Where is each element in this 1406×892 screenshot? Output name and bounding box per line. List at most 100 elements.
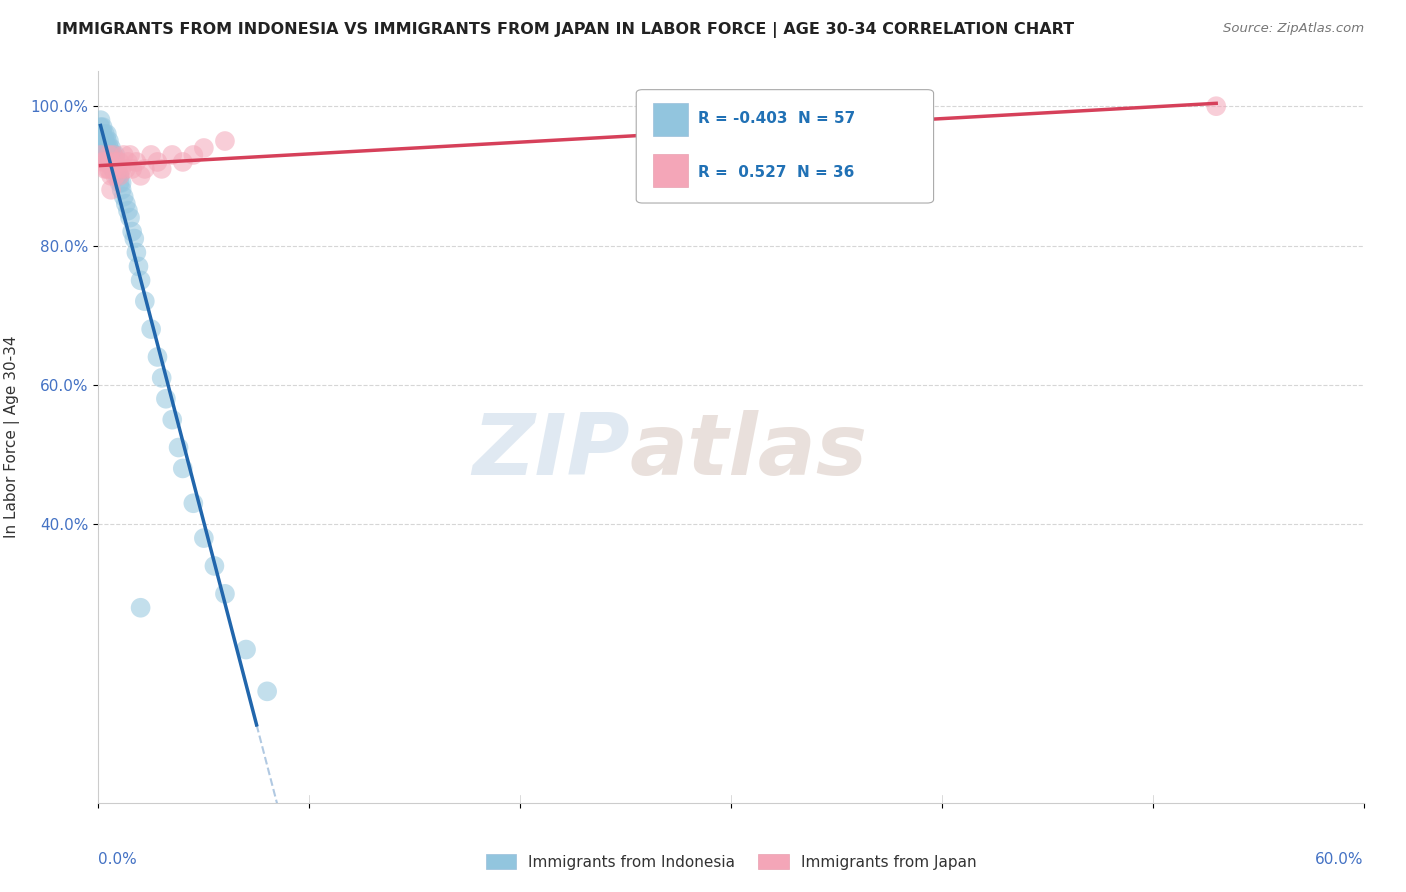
Point <box>150 161 173 176</box>
Text: ZIP: ZIP <box>472 410 630 493</box>
Point <box>155 392 177 406</box>
Point <box>162 148 183 162</box>
Point <box>141 148 163 162</box>
Point <box>141 322 163 336</box>
Point <box>93 141 117 155</box>
Point <box>146 350 169 364</box>
Point <box>93 127 117 141</box>
Text: 60.0%: 60.0% <box>1316 852 1364 866</box>
Point <box>256 684 278 698</box>
Point <box>121 161 143 176</box>
Point <box>91 120 114 134</box>
Text: 0.0%: 0.0% <box>98 852 138 866</box>
Point <box>98 141 121 155</box>
Point <box>204 558 226 573</box>
Bar <box>652 103 688 136</box>
Point <box>90 120 112 134</box>
Point <box>167 441 190 455</box>
Point <box>90 113 112 128</box>
Point <box>183 148 205 162</box>
Point <box>91 127 114 141</box>
Point <box>214 134 236 148</box>
Point <box>103 155 125 169</box>
Point <box>111 183 132 197</box>
Point <box>125 245 148 260</box>
Text: R =  0.527  N = 36: R = 0.527 N = 36 <box>699 165 855 180</box>
Point <box>120 148 141 162</box>
Point <box>98 155 121 169</box>
Point <box>107 161 129 176</box>
Point <box>183 496 205 510</box>
Point <box>104 155 127 169</box>
Legend: Immigrants from Indonesia, Immigrants from Japan: Immigrants from Indonesia, Immigrants fr… <box>479 847 983 876</box>
Point <box>111 161 132 176</box>
Point <box>120 211 141 225</box>
Point <box>107 169 129 183</box>
Point <box>103 161 125 176</box>
Point <box>117 155 139 169</box>
Point <box>193 141 215 155</box>
Point <box>104 169 127 183</box>
Point <box>115 161 138 176</box>
Point <box>108 169 131 183</box>
Point <box>117 203 139 218</box>
Point <box>111 176 132 190</box>
Point <box>103 148 125 162</box>
Point <box>96 148 118 162</box>
Point <box>96 134 118 148</box>
Y-axis label: In Labor Force | Age 30-34: In Labor Force | Age 30-34 <box>4 335 20 539</box>
Point <box>100 155 122 169</box>
Point <box>1205 99 1227 113</box>
Point <box>96 155 118 169</box>
Point <box>129 169 152 183</box>
Point <box>91 134 114 148</box>
Point <box>134 294 156 309</box>
Bar <box>652 154 688 187</box>
Point <box>104 155 127 169</box>
Point <box>100 141 122 155</box>
Text: R = -0.403  N = 57: R = -0.403 N = 57 <box>699 112 855 127</box>
Point <box>134 161 156 176</box>
Point <box>172 155 194 169</box>
Point <box>125 155 148 169</box>
Point <box>90 148 112 162</box>
Point <box>112 148 135 162</box>
Point <box>235 642 257 657</box>
Text: Source: ZipAtlas.com: Source: ZipAtlas.com <box>1223 22 1364 36</box>
Point <box>104 148 127 162</box>
Point <box>172 461 194 475</box>
Point <box>121 225 143 239</box>
Point <box>96 141 118 155</box>
Point <box>96 161 118 176</box>
Point <box>193 531 215 545</box>
Point <box>129 600 152 615</box>
Point <box>150 371 173 385</box>
Point <box>100 169 122 183</box>
Point <box>146 155 169 169</box>
Point <box>162 412 183 426</box>
Point <box>100 155 122 169</box>
Point <box>98 148 121 162</box>
Point <box>98 134 121 148</box>
Point <box>107 161 129 176</box>
Point <box>104 161 127 176</box>
Point <box>128 260 150 274</box>
Point <box>124 231 146 245</box>
Point <box>115 196 138 211</box>
FancyBboxPatch shape <box>636 90 934 203</box>
Point <box>100 183 122 197</box>
Point <box>98 148 121 162</box>
Point <box>108 169 131 183</box>
Point <box>93 148 117 162</box>
Point <box>91 155 114 169</box>
Point <box>100 148 122 162</box>
Point <box>108 176 131 190</box>
Point <box>93 134 117 148</box>
Text: IMMIGRANTS FROM INDONESIA VS IMMIGRANTS FROM JAPAN IN LABOR FORCE | AGE 30-34 CO: IMMIGRANTS FROM INDONESIA VS IMMIGRANTS … <box>56 22 1074 38</box>
Text: atlas: atlas <box>630 410 868 493</box>
Point <box>108 155 131 169</box>
Point <box>112 190 135 204</box>
Point <box>214 587 236 601</box>
Point <box>103 148 125 162</box>
Point <box>129 273 152 287</box>
